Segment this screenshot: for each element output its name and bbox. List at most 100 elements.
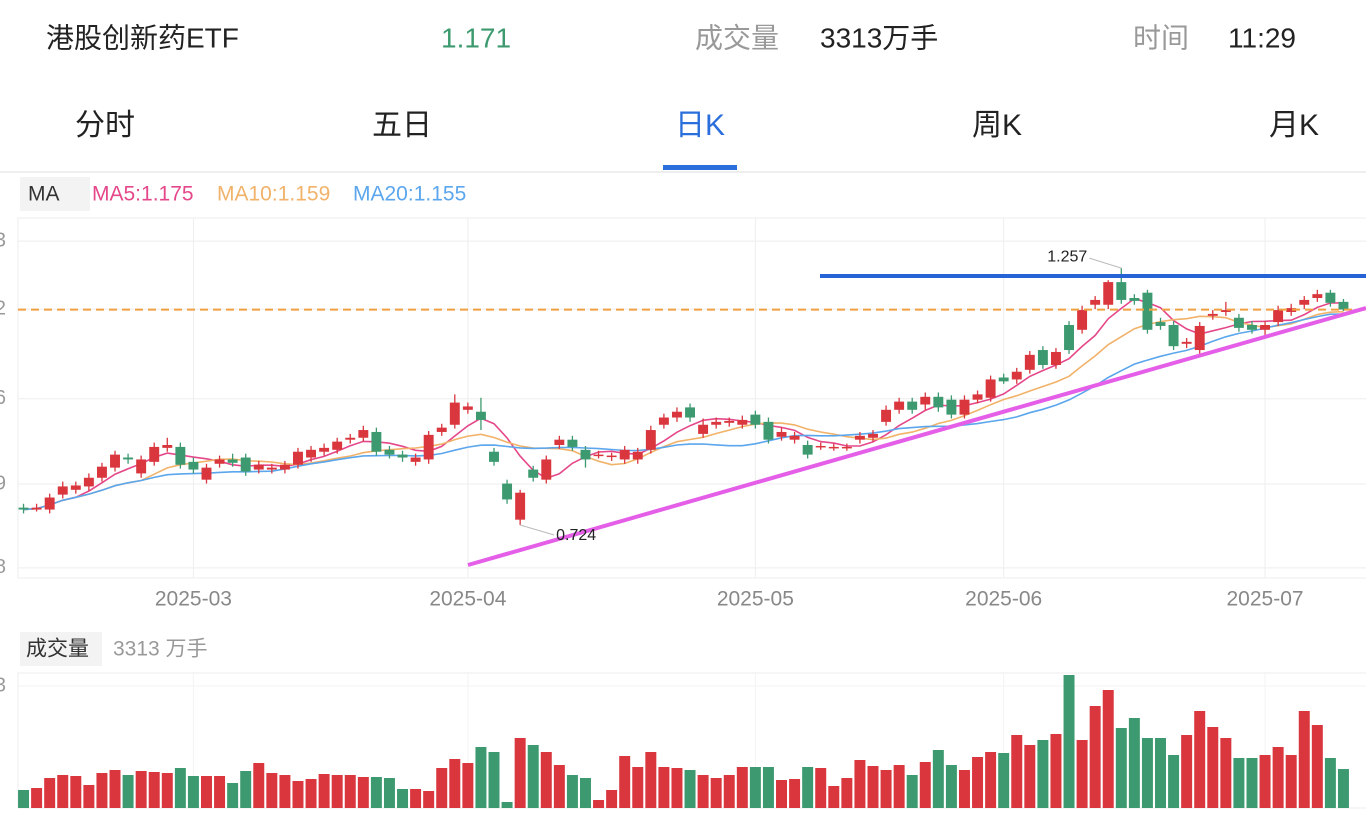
volume-bar	[723, 775, 735, 808]
candle-body	[1116, 282, 1127, 300]
candle-body	[998, 377, 1009, 382]
volume-bar	[985, 752, 997, 808]
volume-bar	[135, 771, 147, 808]
volume-bar	[436, 768, 448, 808]
volume-bar	[57, 775, 69, 808]
candle-body	[841, 446, 852, 449]
volume-bar	[593, 800, 605, 808]
volume-title: 成交量	[26, 638, 89, 661]
candle-body	[1168, 324, 1179, 347]
volume-bar	[109, 770, 121, 808]
candle-body	[750, 414, 761, 425]
volume-bar	[423, 791, 435, 808]
candle-body	[1037, 350, 1048, 365]
x-tick-label: 2025-04	[429, 588, 506, 611]
candle-body	[554, 439, 565, 445]
volume-bar	[762, 767, 774, 808]
candle-body	[528, 469, 539, 478]
volume-bar	[540, 752, 552, 808]
volume-bar	[802, 767, 814, 808]
candle-body	[737, 419, 748, 425]
candle-body	[266, 467, 277, 470]
y-tick-label: 3	[0, 229, 6, 251]
volume-bar	[1233, 758, 1245, 808]
candle-body	[489, 451, 499, 462]
candle-body	[1064, 324, 1074, 351]
volume-bar	[736, 767, 748, 808]
candle-body	[515, 492, 526, 520]
candle-body	[423, 434, 434, 460]
volume-value: 3313 万手	[113, 638, 208, 661]
price-panel	[17, 217, 1366, 579]
tab[interactable]: 日K	[675, 109, 725, 142]
leader	[1089, 257, 1122, 269]
candle-body	[946, 399, 957, 415]
volume-bar	[266, 773, 278, 808]
candle-body	[384, 449, 395, 455]
candle-body	[645, 430, 656, 450]
volume-bar	[1168, 755, 1180, 808]
volume-bar	[671, 768, 683, 808]
candle-body	[293, 451, 303, 465]
ma-legend: MA5:1.175	[92, 183, 194, 206]
volume-bar	[815, 768, 827, 808]
volume-bar	[710, 778, 722, 808]
candle-body	[31, 507, 42, 510]
y-tick-label: 3	[0, 674, 6, 696]
tab[interactable]: 五日	[372, 109, 432, 142]
candle-body	[894, 401, 905, 410]
volume-bar	[44, 778, 56, 808]
volume-bar	[972, 757, 984, 808]
candle-body	[44, 497, 55, 510]
volume-bar	[1272, 747, 1284, 808]
candle-body	[162, 444, 173, 448]
volume-bar	[749, 767, 761, 808]
volume-bar	[1298, 711, 1310, 808]
volume-bar	[18, 790, 30, 808]
candle-body	[1142, 292, 1153, 330]
ma-legend: MA10:1.159	[217, 183, 330, 206]
candle-body	[214, 459, 225, 464]
volume-bar	[684, 770, 696, 808]
tab[interactable]: 分时	[75, 109, 135, 142]
candle-body	[632, 451, 643, 460]
volume-bar	[893, 765, 905, 808]
candle-body	[920, 396, 931, 405]
candle-body	[462, 406, 473, 410]
candle-body	[776, 431, 787, 437]
candle-body	[83, 477, 94, 487]
volume-bar	[383, 778, 395, 808]
tab[interactable]: 周K	[972, 109, 1022, 142]
candle-body	[1286, 308, 1297, 312]
volume-bar	[1207, 727, 1219, 808]
candle-body	[868, 433, 878, 438]
volume-bar	[1311, 725, 1323, 808]
time: 11:29	[1228, 22, 1296, 53]
volume-bar	[501, 802, 513, 808]
volume-bar	[397, 789, 409, 808]
candle-body	[1312, 294, 1323, 298]
volume-bar	[1076, 740, 1088, 808]
candle-body	[358, 430, 369, 438]
candle-body	[240, 457, 251, 472]
trend-line	[467, 306, 1366, 567]
candle-body	[1338, 301, 1349, 310]
volume-bar	[253, 763, 265, 808]
candle-body	[345, 437, 356, 440]
volume-bar	[854, 760, 866, 808]
volume-bar	[919, 762, 931, 808]
x-tick-label: 2025-03	[155, 588, 232, 611]
volume-bar	[697, 775, 709, 808]
volume-bar	[1194, 711, 1206, 808]
candle-body	[1103, 282, 1114, 305]
tab[interactable]: 月K	[1269, 109, 1319, 142]
candle-body	[972, 394, 983, 400]
ma-line	[23, 313, 1344, 511]
candle-body	[907, 401, 918, 410]
candle-body	[253, 464, 264, 470]
volume-bar	[945, 765, 957, 808]
volume-bar	[410, 789, 422, 808]
candle-body	[698, 424, 709, 434]
volume-bar	[279, 775, 291, 808]
